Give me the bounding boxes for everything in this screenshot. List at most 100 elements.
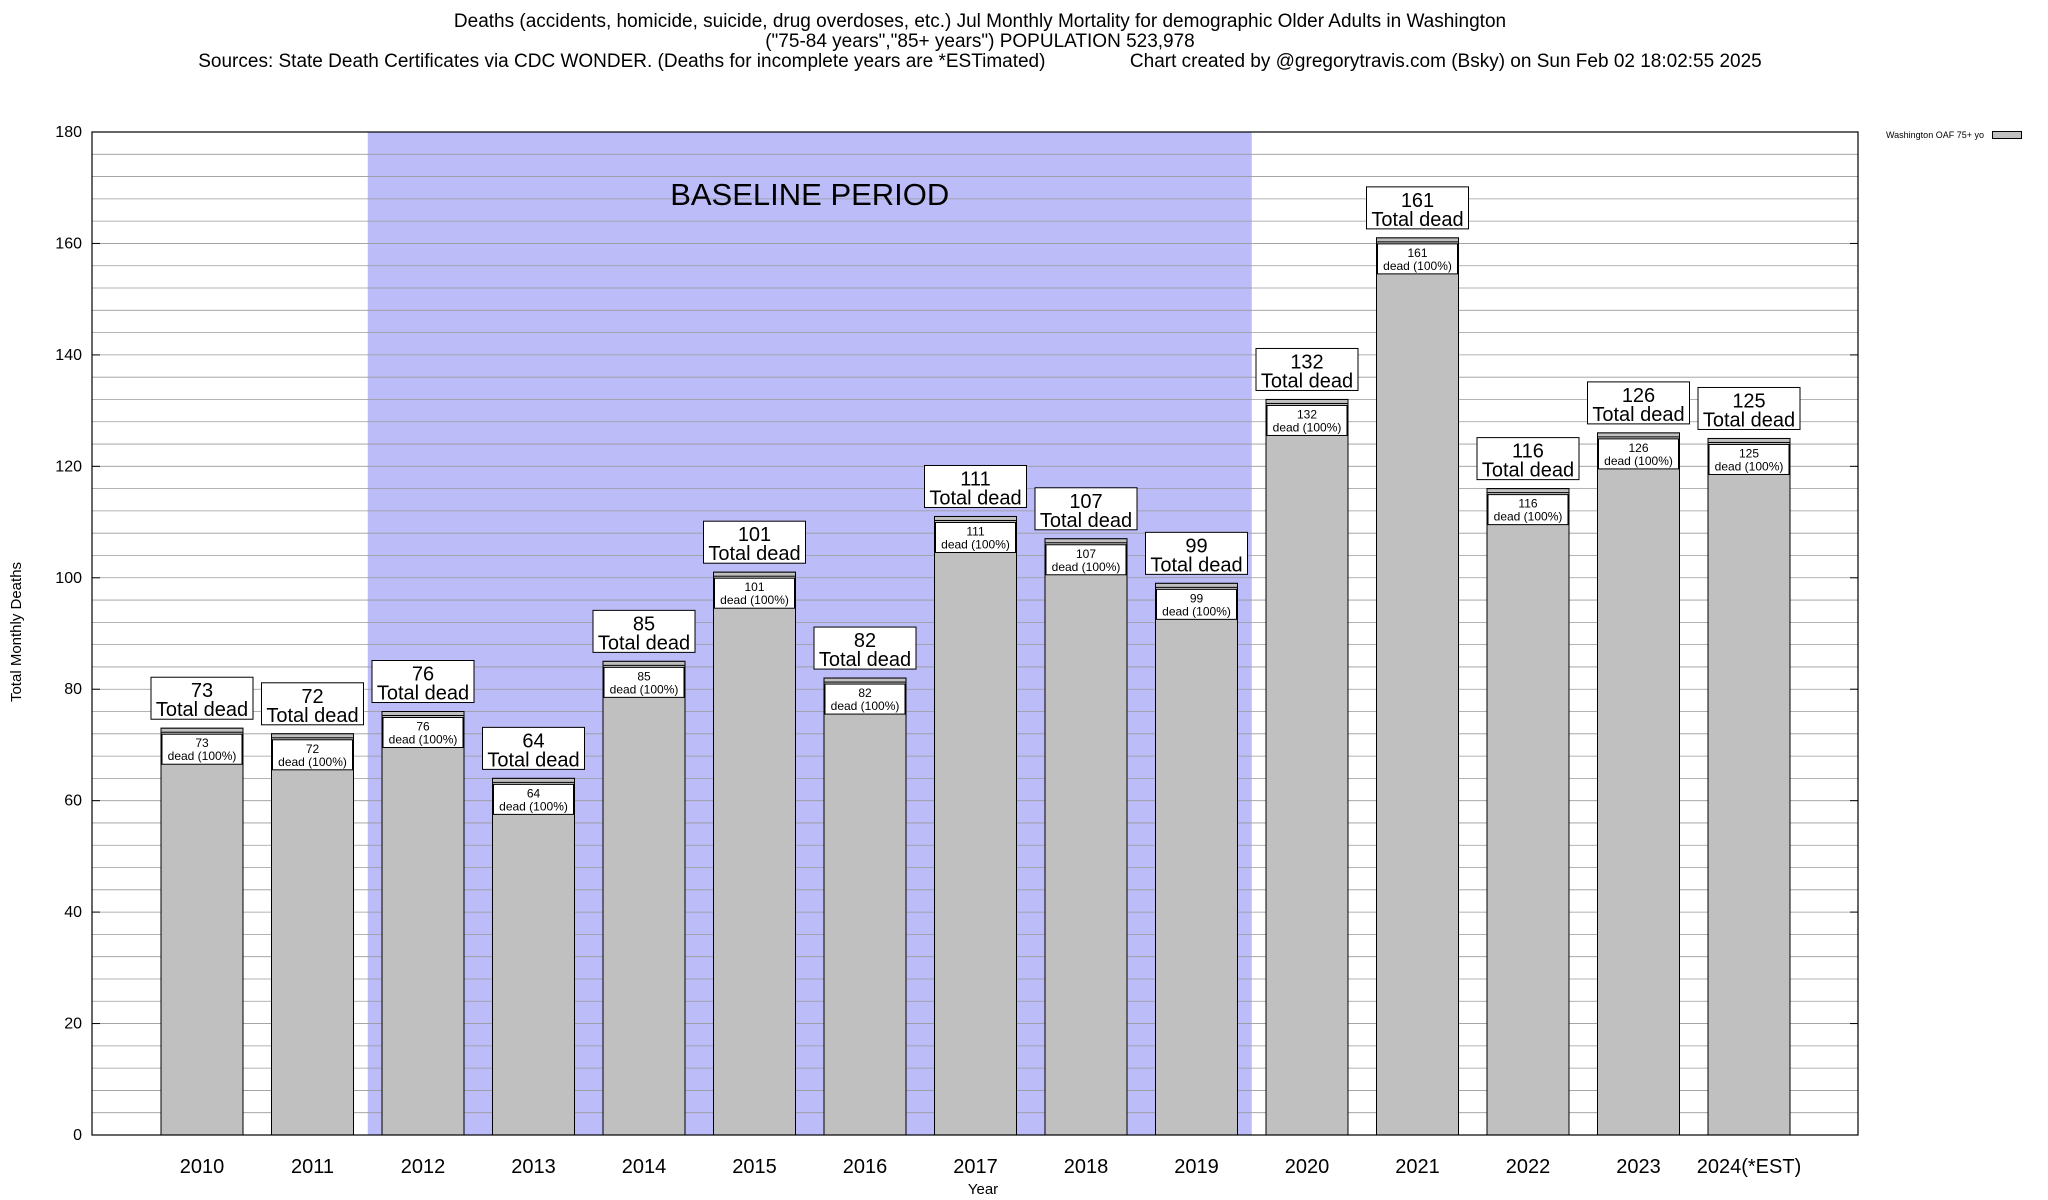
total-dead-label: Total dead	[929, 487, 1021, 509]
x-tick-label: 2022	[1506, 1156, 1551, 1178]
bar-top-strip	[381, 711, 465, 717]
bar-top-strip	[1155, 582, 1238, 588]
x-tick-label: 2015	[732, 1156, 777, 1178]
bar-top-strip	[1486, 488, 1570, 494]
inner-label-box	[1156, 588, 1237, 620]
total-value-label: 111	[960, 468, 990, 490]
y-tick-label: 160	[55, 235, 82, 252]
total-dead-label: Total dead	[266, 705, 358, 727]
bar	[271, 733, 354, 1136]
bar-top-strip	[934, 515, 1017, 521]
total-value-label: 73	[191, 680, 213, 702]
y-tick-label: 20	[64, 1016, 82, 1033]
x-axis-label: Year	[968, 1181, 998, 1198]
inner-percent-label: dead (100%)	[499, 799, 568, 813]
total-value-label: 101	[738, 524, 771, 546]
bar-top-strip	[271, 733, 354, 739]
y-tick-label: 120	[55, 458, 82, 475]
total-dead-label: Total dead	[708, 543, 800, 565]
total-value-label: 85	[633, 613, 655, 635]
total-label-box	[261, 682, 364, 726]
inner-percent-label: dead (100%)	[1162, 604, 1231, 618]
inner-label-box	[1377, 243, 1458, 275]
total-label-box	[1255, 347, 1359, 391]
total-label-box	[1587, 381, 1690, 425]
title-line-2: ("75-84 years","85+ years") POPULATION 5…	[765, 31, 1195, 52]
inner-value-label: 85	[637, 669, 651, 683]
bar	[1486, 488, 1570, 1136]
total-dead-label: Total dead	[1040, 510, 1132, 532]
inner-value-label: 161	[1407, 246, 1427, 260]
x-tick-label: 2024(*EST)	[1697, 1156, 1802, 1178]
total-label-box	[1697, 386, 1801, 430]
inner-value-label: 76	[416, 720, 430, 734]
y-tick-label: 40	[64, 904, 82, 921]
total-dead-label: Total dead	[377, 683, 469, 705]
inner-value-label: 132	[1297, 407, 1317, 421]
total-value-label: 161	[1401, 190, 1434, 212]
inner-percent-label: dead (100%)	[831, 699, 900, 713]
x-tick-label: 2012	[401, 1156, 446, 1178]
inner-value-label: 64	[527, 786, 541, 800]
bar-top-strip	[1376, 237, 1459, 243]
inner-percent-label: dead (100%)	[1383, 259, 1452, 273]
bar-top-strip	[602, 660, 686, 666]
legend-swatch	[1991, 131, 2022, 139]
bar-top-strip	[1265, 398, 1349, 404]
bar-top-strip	[1597, 432, 1680, 438]
total-label-box	[592, 609, 696, 653]
total-label-box	[813, 626, 917, 670]
bar	[1044, 538, 1128, 1136]
total-label-box	[1476, 437, 1580, 481]
inner-label-box	[935, 521, 1016, 553]
bar-top-strip	[1707, 437, 1791, 443]
y-tick-label: 140	[55, 347, 82, 364]
x-tick-label: 2018	[1064, 1156, 1109, 1178]
inner-label-box	[1045, 544, 1127, 576]
total-label-box	[924, 464, 1027, 508]
x-tick-label: 2023	[1616, 1156, 1661, 1178]
x-tick-label: 2014	[622, 1156, 667, 1178]
inner-label-box	[1487, 494, 1569, 526]
inner-label-box	[824, 683, 906, 715]
total-label-box	[1145, 531, 1248, 575]
total-value-label: 64	[522, 730, 544, 752]
inner-value-label: 82	[858, 686, 872, 700]
inner-label-box	[161, 733, 243, 765]
inner-value-label: 125	[1739, 446, 1759, 460]
x-tick-label: 2016	[843, 1156, 888, 1178]
total-dead-label: Total dead	[1371, 209, 1463, 231]
total-value-label: 76	[412, 664, 434, 686]
total-value-label: 125	[1732, 390, 1765, 412]
bar	[1376, 237, 1459, 1136]
inner-label-box	[1708, 443, 1790, 475]
x-tick-label: 2010	[180, 1156, 225, 1178]
legend: Washington OAF 75+ yo	[1886, 130, 2022, 140]
inner-label-box	[714, 577, 795, 609]
legend-label: Washington OAF 75+ yo	[1886, 130, 1984, 140]
bar-top-strip	[823, 677, 907, 683]
total-value-label: 72	[301, 686, 323, 708]
x-tick-label: 2017	[953, 1156, 998, 1178]
inner-percent-label: dead (100%)	[1604, 454, 1673, 468]
total-label-box	[1366, 186, 1469, 230]
total-value-label: 116	[1512, 441, 1544, 463]
bar	[1265, 398, 1349, 1136]
bar	[160, 727, 244, 1136]
inner-label-box	[272, 739, 353, 771]
inner-label-box	[493, 783, 574, 815]
bar	[934, 515, 1017, 1136]
inner-percent-label: dead (100%)	[941, 537, 1010, 551]
total-label-box	[150, 676, 254, 720]
total-dead-label: Total dead	[156, 699, 248, 721]
total-dead-label: Total dead	[487, 749, 579, 771]
inner-value-label: 111	[966, 524, 985, 538]
inner-percent-label: dead (100%)	[1494, 510, 1563, 524]
total-value-label: 126	[1622, 385, 1655, 407]
y-tick-label: 180	[55, 124, 82, 141]
inner-percent-label: dead (100%)	[1052, 560, 1121, 574]
bar-top-strip	[1044, 538, 1128, 544]
bar	[381, 711, 465, 1136]
x-tick-label: 2013	[511, 1156, 556, 1178]
y-tick-label: 0	[73, 1127, 82, 1144]
